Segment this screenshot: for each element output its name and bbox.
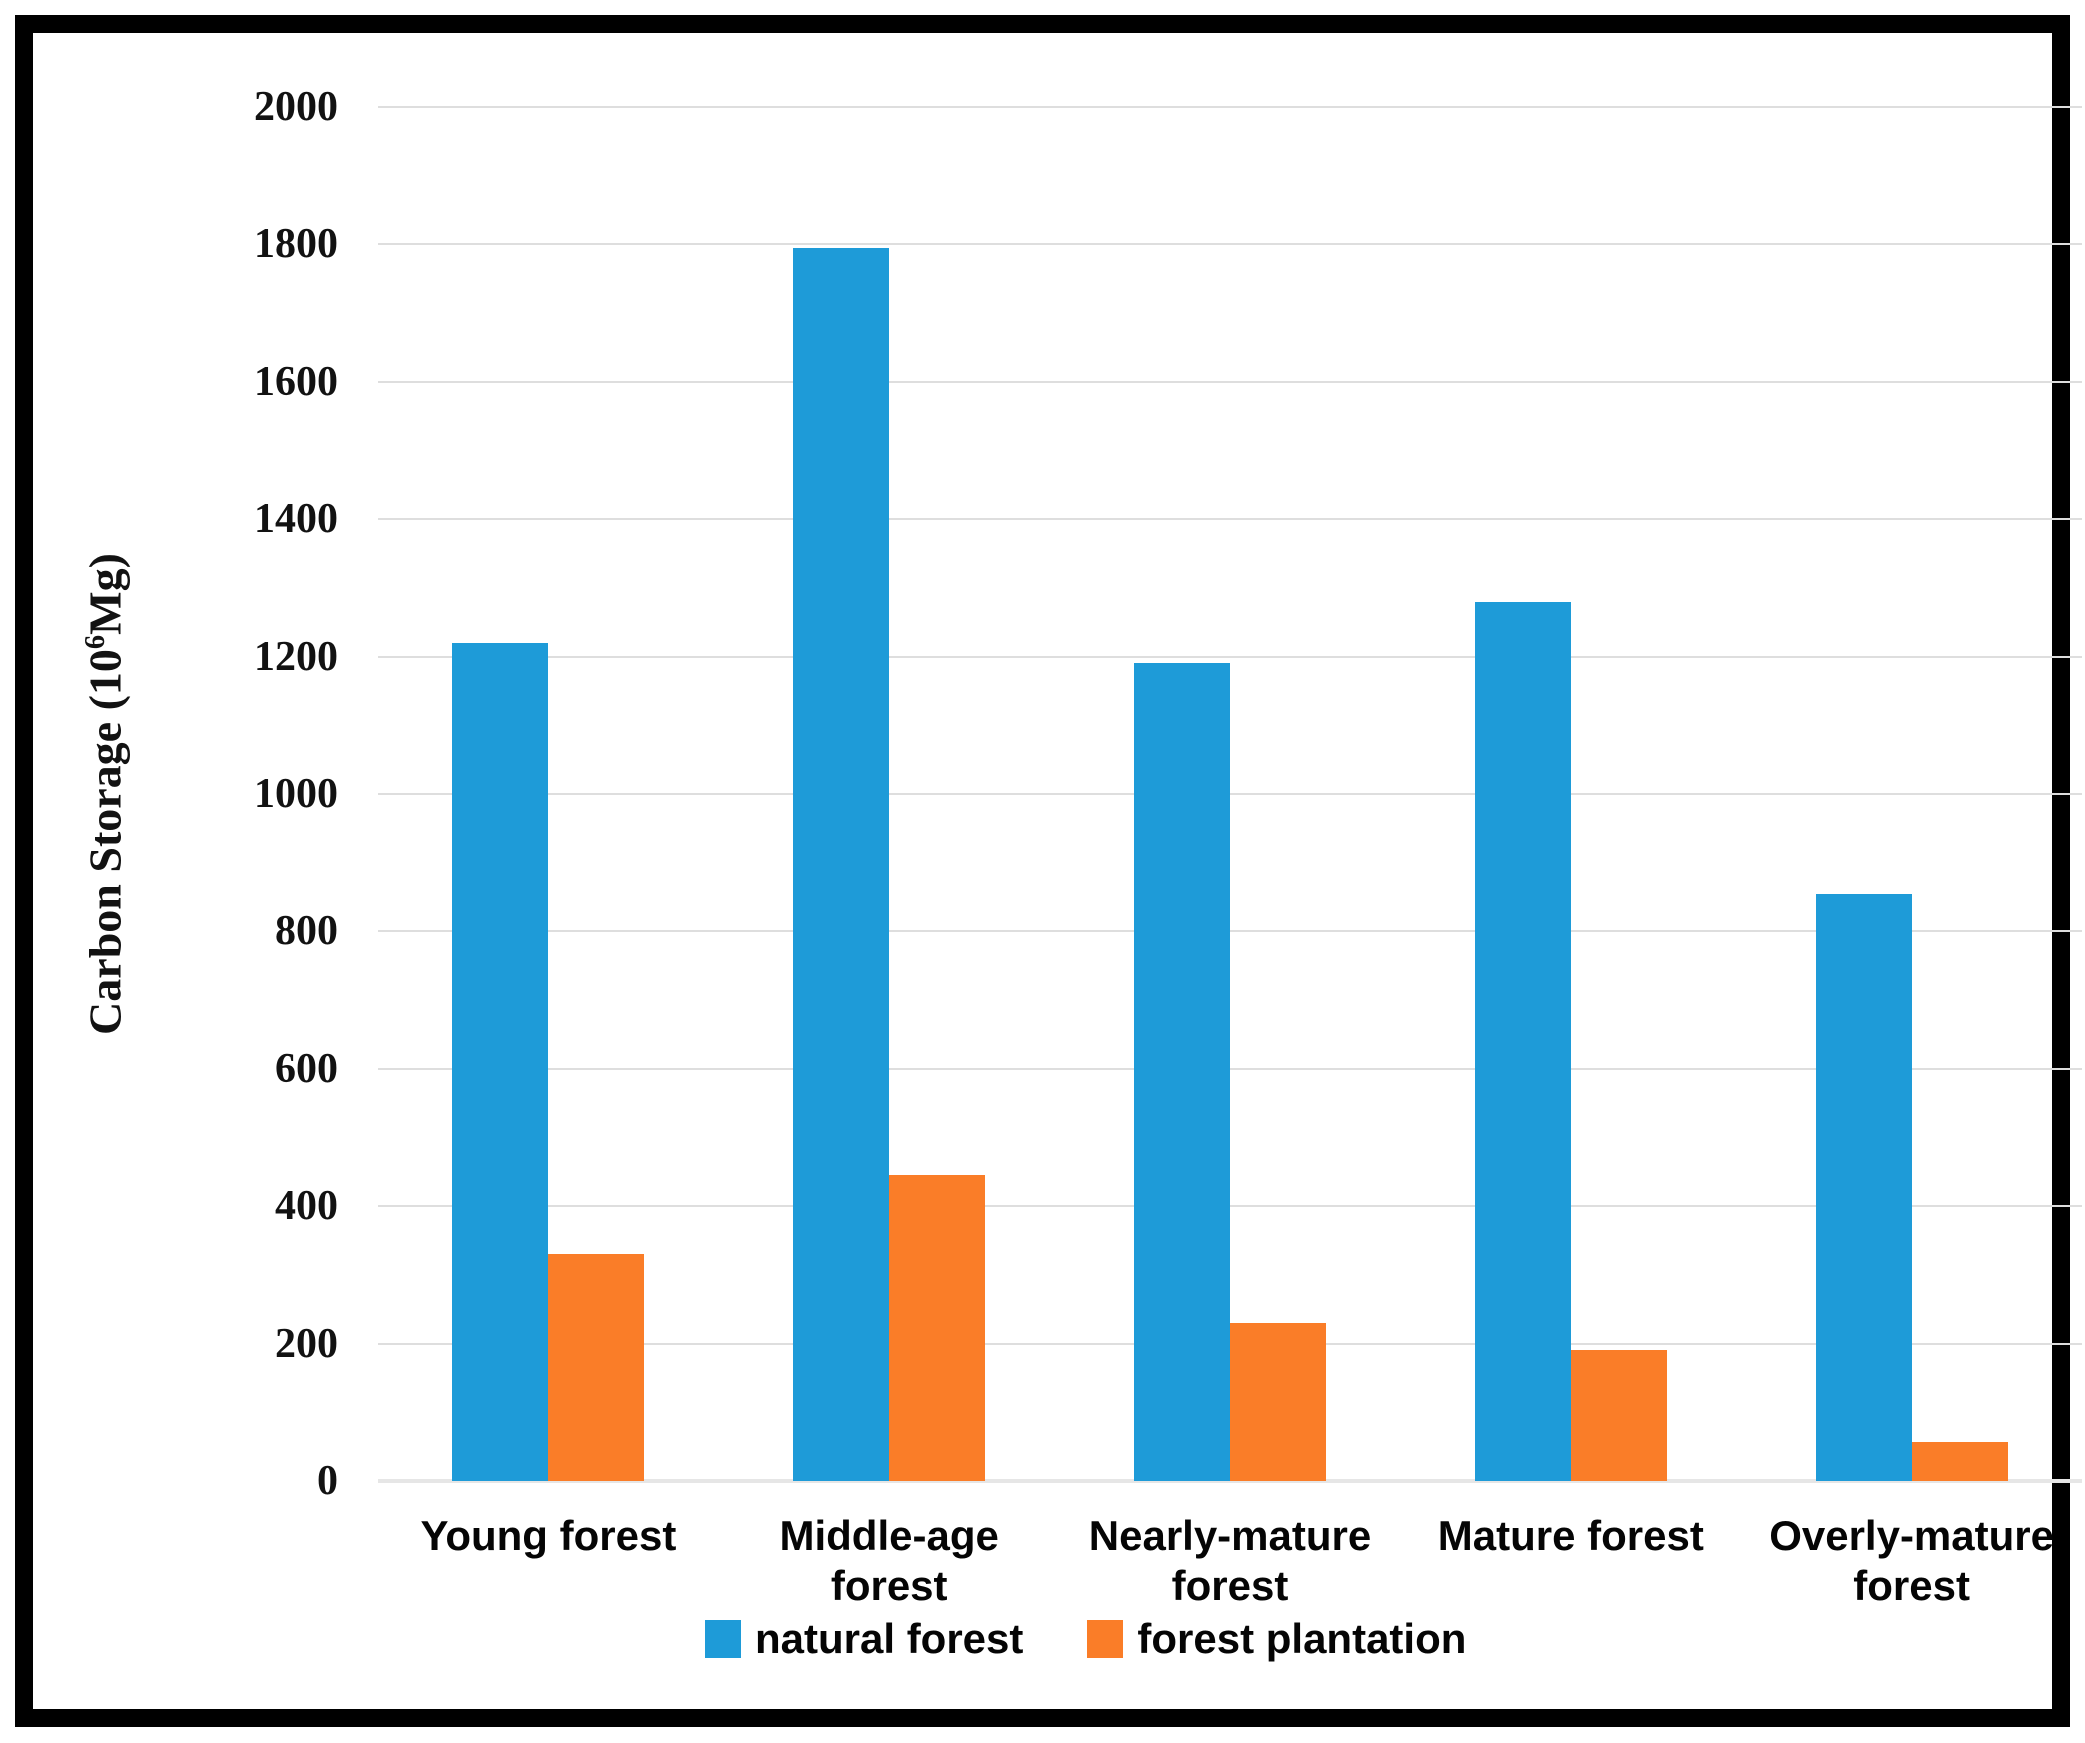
bar-forest-plantation-nearly-mature-forest (1230, 1323, 1326, 1481)
legend: natural forest forest plantation (705, 1615, 1466, 1663)
y-axis-tick-label: 1200 (254, 633, 338, 680)
legend-swatch-forest-plantation (1087, 1620, 1124, 1658)
x-axis-category-label: Nearly-mature forest (1088, 1512, 1372, 1609)
gridline (378, 930, 2082, 933)
plot-area (378, 106, 2082, 1483)
x-axis-category-label: Overly-mature forest (1769, 1512, 2054, 1609)
gridline (378, 106, 2082, 108)
y-axis-tick-label: 800 (275, 908, 338, 955)
bar-forest-plantation-mature-forest (1570, 1350, 1667, 1481)
legend-label: natural forest (755, 1615, 1024, 1662)
y-axis-tick-label: 1400 (254, 496, 338, 543)
y-axis-tick-label: 2000 (254, 84, 338, 130)
y-axis-tick-label: 600 (275, 1045, 338, 1092)
gridline (378, 793, 2082, 795)
bar-forest-plantation-young-forest (548, 1254, 645, 1481)
gridline (378, 243, 2082, 246)
x-axis-category-label: Mature forest (1437, 1512, 1704, 1559)
bar-forest-plantation-middle-age-forest (889, 1175, 986, 1481)
legend-item-natural-forest: natural forest (705, 1615, 1023, 1663)
gridline (378, 1067, 2082, 1070)
y-axis-title: Carbon Storage (106Mg) (79, 553, 132, 1035)
bar-natural-forest-middle-age-forest (793, 247, 890, 1481)
y-axis-title-unit: Mg) (79, 553, 131, 635)
y-axis-title-superscript: 6 (80, 634, 112, 650)
x-axis-category-label: Middle-age forest (779, 1512, 999, 1609)
gridline (378, 518, 2082, 521)
y-axis-tick-label: 1600 (254, 358, 338, 405)
legend-swatch-natural-forest (705, 1620, 741, 1658)
legend-label: forest plantation (1137, 1615, 1467, 1662)
y-axis-tick-label: 400 (275, 1183, 338, 1230)
gridline (378, 1205, 2082, 1208)
figure-border: Carbon Storage (106Mg) 0 200 400 600 800 1000… (15, 15, 2082, 1727)
y-axis-title-text: Carbon Storage (10 (79, 649, 131, 1035)
bar-natural-forest-mature-forest (1474, 601, 1571, 1481)
y-axis-tick-label: 0 (317, 1458, 338, 1504)
x-axis-baseline (378, 1479, 2082, 1483)
bar-natural-forest-overly-mature-forest (1815, 893, 1912, 1481)
legend-item-forest-plantation: forest plantation (1087, 1615, 1466, 1663)
gridline (378, 380, 2082, 383)
y-axis-tick-label: 200 (275, 1320, 338, 1367)
bar-natural-forest-young-forest (452, 642, 549, 1481)
y-axis-tick-label: 1800 (254, 221, 338, 268)
bar-natural-forest-nearly-mature-forest (1134, 663, 1230, 1481)
y-axis-tick-label: 1000 (254, 771, 338, 817)
gridline (378, 655, 2082, 658)
x-axis-category-label: Young forest (420, 1512, 677, 1559)
bar-forest-plantation-overly-mature-forest (1911, 1441, 2008, 1481)
